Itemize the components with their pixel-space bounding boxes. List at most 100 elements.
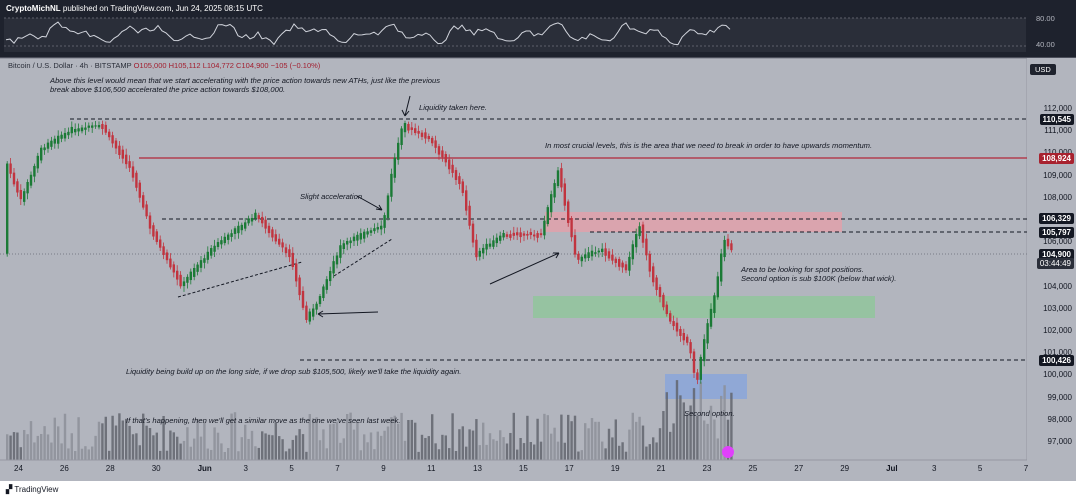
volume-bar [57, 426, 60, 460]
candle-body [519, 232, 522, 238]
volume-bar [560, 414, 563, 460]
price-tag[interactable]: 105,797 [1039, 227, 1074, 238]
candle-body [726, 238, 730, 247]
candle-body [33, 165, 36, 177]
trendline-2[interactable] [333, 238, 393, 277]
volume-bar [359, 450, 362, 460]
volume-bar [182, 440, 186, 460]
volume-bar [325, 448, 328, 460]
volume-bar [29, 421, 33, 460]
time-axis-label: 9 [381, 464, 386, 473]
time-axis-label: 11 [427, 464, 436, 473]
volume-bar [142, 413, 145, 460]
volume-bar [386, 426, 390, 460]
price-tag[interactable]: 104,900 [1039, 249, 1074, 260]
price-tag[interactable]: 03:44:49 [1036, 258, 1074, 269]
volume-bar [451, 413, 454, 460]
candle-body [165, 252, 169, 261]
candle-body [159, 239, 162, 248]
candle-body [526, 233, 529, 236]
candle-body [499, 235, 502, 241]
candle-body [288, 249, 291, 258]
time-axis-label: 29 [840, 464, 850, 473]
volume-bar [227, 448, 230, 460]
candle-body [131, 166, 135, 178]
candle-body [706, 323, 709, 344]
author-name[interactable]: CryptoMichNL [6, 4, 61, 13]
volume-bar [414, 422, 417, 460]
volume-bar [594, 421, 597, 460]
volume-bar [679, 395, 682, 460]
volume-bar [135, 433, 138, 460]
price-scale-label: 99,000 [1047, 392, 1072, 402]
time-axis-label: 23 [702, 464, 712, 473]
candle-body [461, 181, 464, 193]
volume-bar [70, 433, 73, 460]
trendline-1[interactable] [177, 261, 303, 298]
support-zone[interactable] [533, 296, 875, 318]
tradingview-logo[interactable]: ▞ TradingView [6, 485, 58, 494]
candle-body [63, 132, 67, 139]
candle-body [169, 258, 172, 268]
candle-body [325, 279, 328, 290]
price-tag[interactable]: 108,924 [1039, 153, 1074, 164]
note-if-happening: If that's happening, then we'll get a si… [126, 416, 401, 425]
volume-bar [9, 435, 12, 460]
volume-bar [356, 421, 359, 460]
volume-bar [420, 434, 424, 460]
volume-bar [380, 435, 383, 460]
volume-bar [67, 448, 70, 460]
candle-body [628, 256, 631, 271]
candle-body [244, 222, 247, 229]
candle-body [142, 195, 145, 208]
volume-bar [240, 437, 243, 460]
arrow-left [317, 310, 379, 318]
candle-body [482, 247, 485, 254]
candle-body [567, 201, 570, 223]
candle-body [70, 126, 73, 134]
candle-body [114, 140, 118, 149]
candle-body [458, 176, 461, 185]
volume-bar [441, 434, 444, 460]
candle-body [563, 183, 566, 206]
candle-body [203, 258, 206, 263]
volume-bar [159, 450, 162, 460]
volume-bar [526, 415, 529, 460]
candle-body [298, 277, 301, 296]
volume-bar [424, 437, 427, 460]
candle-body [339, 245, 342, 258]
volume-bar [550, 433, 553, 460]
price-tag[interactable]: 100,426 [1039, 355, 1074, 366]
volume-bar [563, 442, 566, 460]
second-option-zone[interactable] [665, 374, 747, 399]
symbol-name[interactable]: Bitcoin / U.S. Dollar · 4h · BITSTAMP [8, 61, 132, 70]
price-scale-label: 108,000 [1043, 192, 1072, 202]
lightning-icon[interactable] [722, 446, 734, 458]
candle-body [410, 127, 413, 130]
volume-bar [291, 439, 294, 460]
currency-label[interactable]: USD [1030, 64, 1056, 75]
candle-body [16, 181, 19, 193]
candle-body [536, 233, 539, 238]
volume-bar [400, 412, 403, 460]
volume-bar [366, 442, 369, 460]
time-axis-label: Jul [886, 464, 898, 473]
price-tag[interactable]: 106,329 [1039, 213, 1074, 224]
volume-bar [16, 432, 19, 460]
candle-body [53, 138, 56, 144]
price-tag[interactable]: 110,545 [1039, 114, 1074, 125]
candle-body [607, 251, 611, 259]
candles [6, 120, 733, 385]
volume-bar [46, 434, 50, 460]
candle-body [128, 161, 131, 168]
candle-body [329, 271, 332, 282]
volume-bar [703, 420, 706, 460]
candle-body [210, 248, 213, 256]
volume-bar [284, 451, 288, 460]
candle-body [145, 204, 148, 217]
candle-body [250, 217, 254, 222]
symbol-legend[interactable]: Bitcoin / U.S. Dollar · 4h · BITSTAMP O1… [8, 61, 320, 70]
resistance-zone[interactable] [545, 212, 842, 232]
candle-body [220, 240, 223, 245]
